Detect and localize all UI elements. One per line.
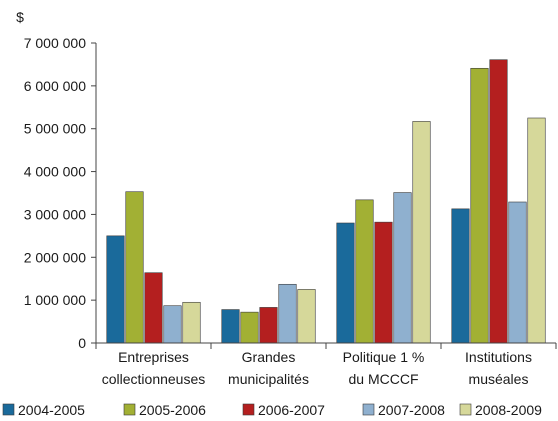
legend-label: 2006-2007 <box>258 402 325 418</box>
bar <box>221 309 240 344</box>
y-tick-label: 5 000 000 <box>24 121 86 137</box>
bar <box>412 121 431 344</box>
legend: 2004-2005 2005-2006 2006-2007 2007-2008 2008… <box>2 402 542 418</box>
bar <box>470 67 489 344</box>
x-category-label: Politique 1 % <box>343 349 425 365</box>
legend-swatch <box>362 403 375 416</box>
bar <box>106 235 125 344</box>
legend-swatch <box>242 403 255 416</box>
x-category-label: muséales <box>469 371 529 387</box>
legend-swatch <box>459 403 472 416</box>
bar <box>374 221 393 344</box>
legend-label: 2005-2006 <box>139 402 206 418</box>
bar <box>125 191 144 344</box>
legend-swatch <box>2 403 15 416</box>
bars <box>106 59 546 344</box>
x-category-label: du MCCCF <box>348 371 418 387</box>
y-tick-label: 2 000 000 <box>24 249 86 265</box>
y-tick-label: 3 000 000 <box>24 206 86 222</box>
y-tick-label: 6 000 000 <box>24 78 86 94</box>
bar <box>163 305 182 344</box>
bar <box>336 222 355 344</box>
legend-label: 2007-2008 <box>378 402 445 418</box>
bar <box>278 283 297 344</box>
bar <box>393 192 412 344</box>
bar <box>508 201 527 344</box>
legend-label: 2004-2005 <box>18 402 85 418</box>
bar <box>355 199 374 344</box>
legend-label: 2008-2009 <box>475 402 542 418</box>
y-axis: 0 1 000 000 2 000 000 3 000 000 4 000 000 5 0… <box>24 35 97 351</box>
x-category-label: Grandes <box>242 349 296 365</box>
y-tick-label: 4 000 000 <box>24 164 86 180</box>
x-axis: Entreprises collectionneuses Grandes munici… <box>95 342 557 387</box>
y-unit-label: $ <box>16 9 24 25</box>
x-category-label: Institutions <box>465 349 532 365</box>
bar <box>182 301 201 344</box>
bar <box>240 311 259 344</box>
x-category-label: collectionneuses <box>102 371 206 387</box>
bar <box>489 59 508 344</box>
bar <box>259 307 278 344</box>
bar <box>451 208 470 344</box>
x-category-label: municipalités <box>228 371 309 387</box>
y-tick-label: 1 000 000 <box>24 292 86 308</box>
bar <box>297 289 316 344</box>
legend-swatch <box>123 403 136 416</box>
y-tick-label: 0 <box>78 335 86 351</box>
x-category-label: Entreprises <box>118 349 189 365</box>
y-tick-label: 7 000 000 <box>24 35 86 51</box>
bar <box>144 272 163 344</box>
bar <box>527 117 546 344</box>
